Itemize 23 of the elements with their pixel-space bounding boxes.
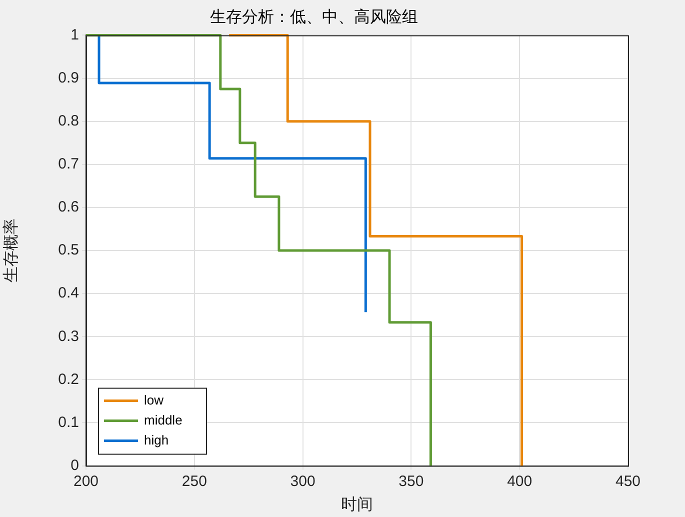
y-tick-label: 0.3 — [58, 328, 79, 345]
x-tick-label: 400 — [507, 472, 532, 490]
x-axis-title: 时间 — [341, 496, 373, 514]
y-tick-label: 0.4 — [58, 284, 79, 302]
y-tick-label: 0.6 — [58, 198, 79, 216]
chart-title: 生存分析：低、中、高风险组 — [210, 8, 418, 26]
y-tick-label: 1 — [70, 26, 79, 44]
legend-label: low — [144, 392, 164, 408]
legend-label: high — [144, 432, 169, 448]
y-tick-label: 0.8 — [58, 112, 79, 130]
y-tick-label: 0.7 — [58, 156, 79, 173]
x-tick-label: 450 — [615, 472, 641, 490]
x-tick-label: 350 — [398, 472, 424, 490]
x-tick-label: 250 — [182, 472, 207, 490]
y-tick-label: 0.9 — [58, 69, 79, 86]
x-tick-label: 200 — [73, 472, 99, 490]
y-tick-label: 0 — [70, 456, 79, 474]
x-tick-label: 300 — [290, 472, 316, 490]
legend-label: middle — [144, 412, 182, 428]
y-axis-title: 生存概率 — [2, 218, 20, 282]
y-tick-label: 0.5 — [58, 242, 79, 259]
y-tick-label: 0.2 — [58, 370, 79, 388]
y-tick-label: 0.1 — [58, 414, 79, 431]
